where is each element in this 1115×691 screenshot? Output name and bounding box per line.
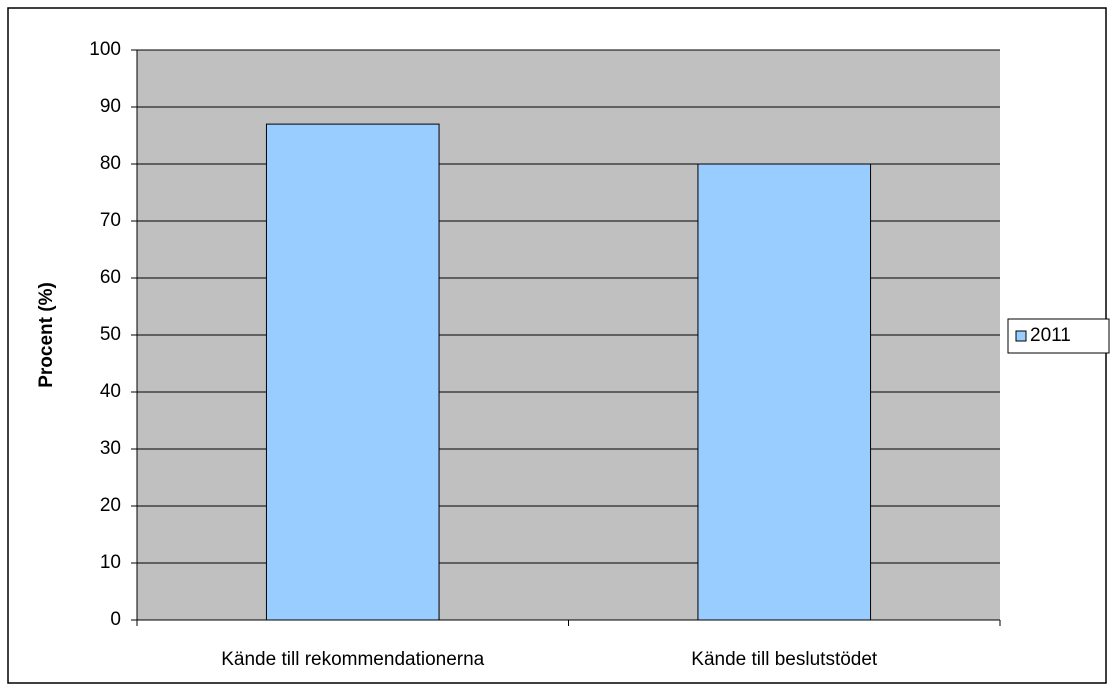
y-tick-label: 50: [100, 324, 121, 345]
y-tick-label: 80: [100, 153, 121, 174]
x-tick-label: Kände till beslutstödet: [691, 649, 878, 670]
legend-label: 2011: [1030, 325, 1071, 346]
bar: [697, 163, 872, 621]
y-tick-label: 100: [89, 39, 121, 60]
y-tick-label: 90: [100, 96, 121, 117]
y-tick-label: 20: [100, 495, 121, 516]
legend-swatch: [1015, 330, 1027, 342]
y-tick-label: 60: [100, 267, 121, 288]
x-tick-label: Kände till rekommendationerna: [221, 649, 484, 670]
y-tick-label: 40: [100, 381, 121, 402]
y-tick-label: 10: [100, 552, 121, 573]
y-tick-label: 70: [100, 210, 121, 231]
bar: [265, 123, 440, 621]
y-axis-label: Procent (%): [36, 282, 57, 388]
y-tick-label: 30: [100, 438, 121, 459]
y-tick-label: 0: [110, 609, 121, 630]
